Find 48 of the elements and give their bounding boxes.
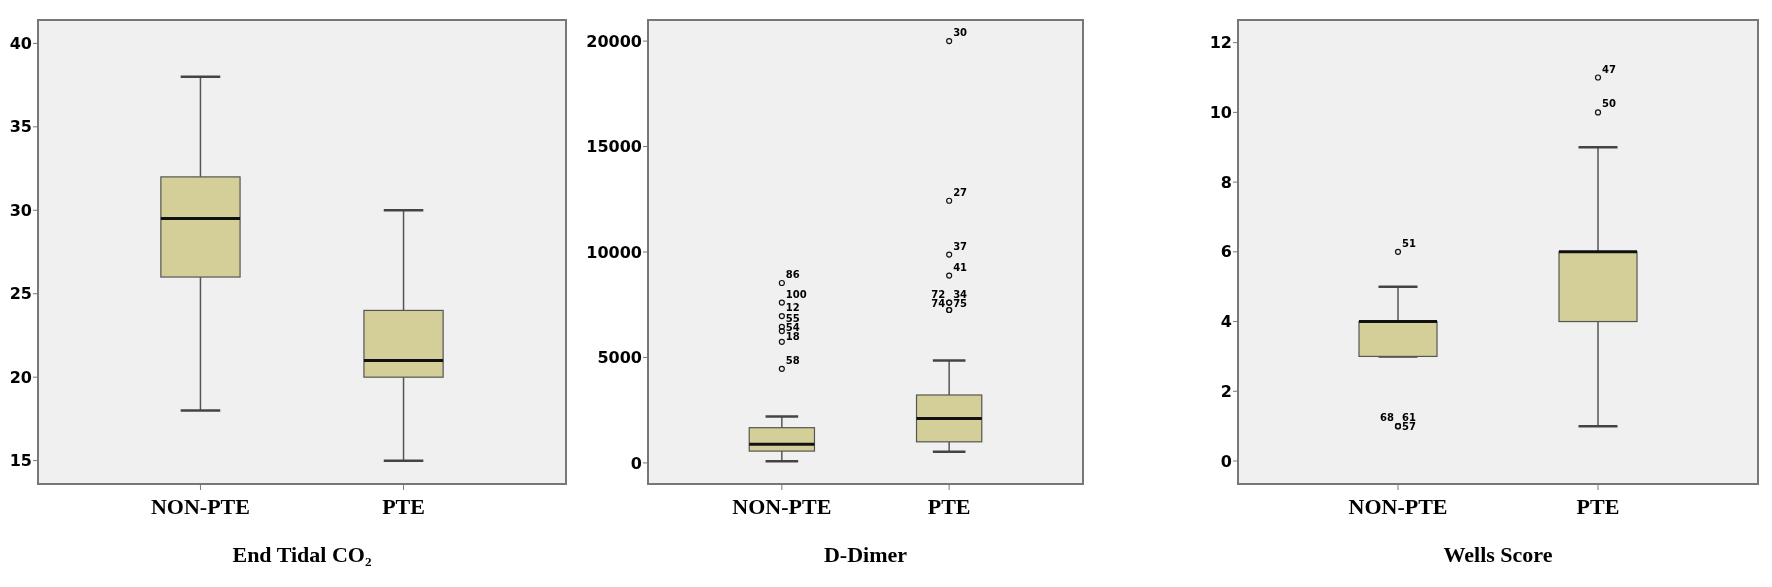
y-tick-label: 8 [1220, 172, 1232, 192]
annotation: 47 [1602, 63, 1616, 75]
annotation: 58 [785, 354, 800, 366]
annotation: 55 [785, 312, 800, 324]
x-axis-title: Wells Score [1443, 542, 1553, 567]
x-tick-label: NON-PTE [150, 494, 250, 519]
y-tick-label: 15000 [586, 137, 642, 157]
y-tick-label: 12 [1209, 33, 1232, 53]
y-tick-label: 35 [9, 117, 32, 137]
y-tick-label: 2 [1220, 381, 1232, 401]
x-axis-title: D-Dimer [823, 542, 908, 567]
annotation: 57 [1402, 421, 1416, 433]
annotation: 30 [953, 27, 968, 39]
x-tick-label: PTE [1576, 494, 1620, 519]
annotation: 54 [785, 321, 800, 333]
annotation: 75 [953, 297, 968, 309]
annotation: 51 [1402, 237, 1416, 249]
x-tick-label: PTE [382, 494, 425, 519]
annotation: 34 [953, 288, 968, 300]
y-tick-label: 25 [9, 284, 32, 304]
annotation: 12 [785, 302, 800, 314]
y-tick-label: 10000 [586, 242, 642, 262]
x-axis-title: End Tidal CO₂ [232, 542, 372, 567]
y-tick-label: 10 [1209, 102, 1232, 122]
annotation: 74 [931, 297, 946, 309]
y-tick-label: 20000 [586, 31, 642, 51]
annotation: 27 [953, 186, 968, 198]
y-tick-label: 15 [9, 451, 32, 471]
y-tick-label: 4 [1220, 312, 1232, 332]
y-tick-label: 5000 [597, 348, 642, 368]
y-tick-label: 40 [9, 33, 32, 53]
annotation: 86 [785, 269, 800, 280]
annotation: 72 [931, 288, 946, 300]
y-tick-label: 30 [9, 200, 32, 220]
annotation: 37 [953, 240, 968, 252]
annotation: 68 [1380, 412, 1395, 424]
annotation: 100 [785, 288, 807, 300]
x-tick-label: PTE [927, 494, 971, 519]
annotation: 50 [1602, 98, 1616, 110]
x-tick-label: NON-PTE [1348, 494, 1448, 519]
y-tick-label: 6 [1220, 242, 1232, 262]
annotation: 61 [1402, 412, 1416, 424]
y-tick-label: 20 [9, 367, 32, 387]
y-tick-label: 0 [630, 453, 642, 473]
annotation: 18 [785, 330, 800, 342]
x-tick-label: NON-PTE [732, 494, 832, 519]
y-tick-label: 0 [1220, 451, 1232, 471]
annotation: 41 [953, 261, 968, 273]
